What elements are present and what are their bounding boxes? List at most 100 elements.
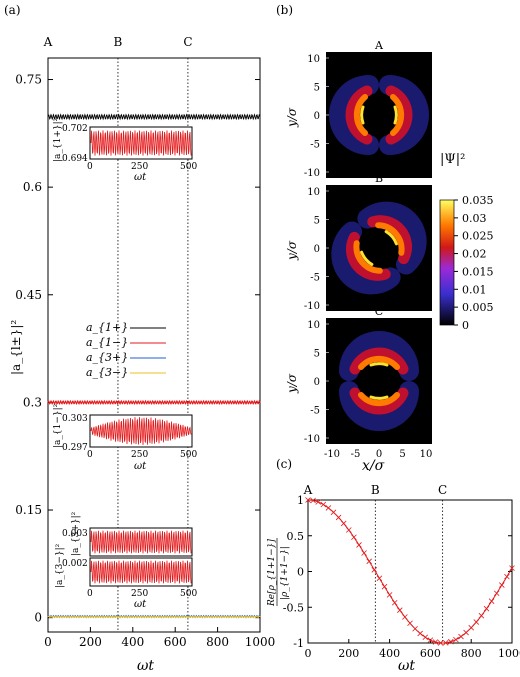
- inset-a3-xtick-0: 0: [87, 589, 93, 599]
- series-c-point: [407, 620, 413, 627]
- density-lobe-peak: [384, 230, 398, 246]
- series-c-point: [504, 573, 510, 580]
- series-c-point: [493, 590, 500, 597]
- series-c-point: [432, 639, 439, 645]
- panel-a-marker-A: A: [43, 35, 53, 49]
- density-ytick-label: 0: [314, 111, 320, 122]
- density-lobe-peak: [369, 362, 389, 367]
- panel-c-xlabel: ωt: [398, 658, 415, 674]
- series-c-point: [483, 605, 490, 612]
- series-c-line: [308, 499, 513, 644]
- inset-a1p-xtick-2: 500: [180, 162, 197, 172]
- density-ytick-label: 0: [314, 377, 320, 388]
- density-lobe-halo: [329, 75, 379, 155]
- density-ytick-label: -10: [304, 301, 320, 312]
- panel-a-ytick-label: 0.6: [23, 180, 42, 194]
- legend: a_{1+} a_{1−} a_{3+} a_{3−}: [86, 321, 166, 379]
- inset-a1m-xlabel: ωt: [134, 461, 147, 472]
- density-lobe-peak: [393, 105, 398, 125]
- density-lobe-core: [358, 355, 400, 370]
- colorbar-label: |Ψ|²: [440, 152, 465, 167]
- panel-a-marker-B: B: [114, 35, 123, 49]
- density-lobe-peak: [360, 250, 374, 266]
- series-c-point: [315, 499, 321, 505]
- inset-a1m-xtick-2: 500: [180, 450, 197, 460]
- panel-a-ylabel: |a_{l±}|²: [9, 320, 23, 375]
- series-c-point: [412, 625, 418, 632]
- density-lobes: [331, 201, 427, 295]
- series-c-point: [402, 614, 408, 620]
- density-xtick-label: 5: [399, 449, 405, 460]
- density-ytick-label: 10: [307, 320, 320, 331]
- density-xtick-label: 10: [420, 449, 433, 460]
- density-xtick-label: -10: [324, 449, 340, 460]
- density-ylabel: y/σ: [285, 107, 299, 128]
- density-lobe-mid: [349, 387, 409, 415]
- panel-a-xlabel: ωt: [137, 658, 154, 674]
- panel-a-marker-C: C: [183, 35, 192, 49]
- panel-c-marker-B: B: [371, 483, 380, 497]
- colorbar-tick-label: 0.015: [462, 265, 494, 278]
- density-lobe-halo: [357, 201, 427, 275]
- series-c-point: [340, 520, 347, 527]
- density-lobe-mid: [345, 231, 391, 281]
- series-c-point: [371, 567, 378, 573]
- panel-c-xtick-label: 600: [420, 647, 441, 660]
- series-c-point: [310, 497, 316, 504]
- legend-a1m-label: a_{1−}: [86, 336, 128, 349]
- inset-a1m-ymin: 0.297: [62, 443, 88, 453]
- inset-a1p: 0.702 0.694 |a_{1+}|² 0 250 500 ωt: [53, 117, 197, 183]
- series-c-point: [351, 534, 357, 541]
- density-ytick-label: -5: [310, 273, 320, 284]
- series-c-point: [458, 633, 464, 640]
- panel-a-ytick-label: 0.75: [15, 73, 42, 87]
- inset-a1p-xtick-1: 250: [131, 162, 148, 172]
- series-c-point: [330, 509, 337, 516]
- density-lobe-core: [390, 94, 405, 136]
- series-c-point: [376, 575, 383, 582]
- series-c-point: [417, 630, 423, 637]
- series-c-point: [397, 607, 403, 613]
- density-lobe-peak: [369, 395, 389, 400]
- panel-b-xlabel: x/σ: [362, 458, 385, 474]
- series-c-point: [325, 505, 332, 511]
- panel-c-xtick-label: 0: [305, 647, 312, 660]
- inset-a1m-xtick-1: 250: [131, 450, 148, 460]
- density-lobe-core: [375, 222, 405, 256]
- series-c-point: [320, 501, 327, 508]
- legend-a3m-label: a_{3−}: [86, 366, 128, 379]
- density-map-A: A 10 5 0 -5 -10 y/σ: [285, 39, 432, 179]
- density-lobe-halo: [339, 331, 419, 381]
- panel-a-xtick-label: 200: [79, 635, 102, 649]
- inset-a1p-ylabel: |a_{1+}|²: [53, 117, 63, 162]
- panel-c-ylabel-den: |ρ_{1+1−}|: [280, 546, 290, 600]
- panel-c-ytick-label: -1: [293, 637, 304, 650]
- panel-a-xtick-label: 800: [206, 635, 229, 649]
- panel-c-ytick-label: -0.5: [283, 601, 304, 614]
- density-ytick-label: 5: [314, 83, 320, 94]
- panel-c-ylabel: Re[ρ_{1+1−}] |ρ_{1+1−}|: [267, 538, 290, 607]
- inset-a1p-ymin: 0.694: [62, 154, 88, 164]
- series-c-point: [463, 629, 469, 636]
- density-lobes: [329, 75, 429, 155]
- panel-a-frame: [47, 57, 261, 633]
- density-ytick-label: -10: [304, 168, 320, 179]
- density-lobe-core: [358, 392, 400, 407]
- panel-c-ytick-label: 1: [297, 494, 304, 507]
- series-c-point: [453, 636, 459, 643]
- colorbar-tick-label: 0: [462, 319, 469, 332]
- series-a_{1+}: [47, 113, 261, 121]
- density-map-title: C: [375, 305, 383, 318]
- density-lobe-mid: [385, 85, 413, 145]
- density-lobe-peak: [360, 105, 365, 125]
- series-c-point: [361, 550, 367, 556]
- density-map-C: C 10 5 0 -5 -10 y/σ -10 -5 0 5 10: [285, 305, 432, 460]
- inset-a3: 0.003 |a_{3+}|² 0.002 |a_{3−}|² 0 250 50…: [55, 511, 197, 610]
- series-c-point: [427, 637, 434, 643]
- series-c-point: [335, 514, 342, 521]
- density-ylabel: y/σ: [285, 240, 299, 261]
- density-xtick-label: 0: [376, 449, 382, 460]
- density-ytick-label: 10: [307, 187, 320, 198]
- series-c-point: [509, 565, 515, 571]
- density-lobes: [339, 331, 419, 431]
